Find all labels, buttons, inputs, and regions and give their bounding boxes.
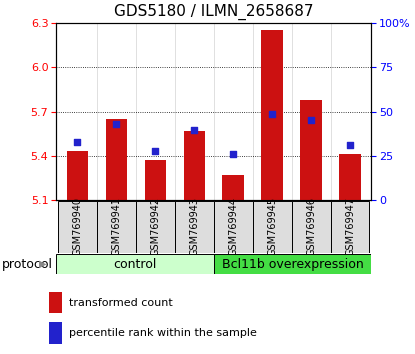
Bar — [56, 254, 214, 274]
Point — [230, 151, 237, 156]
Text: protocol: protocol — [2, 258, 53, 270]
Point — [269, 111, 276, 116]
Bar — [58, 201, 97, 253]
Bar — [49, 292, 61, 314]
Text: transformed count: transformed count — [69, 298, 173, 308]
Bar — [261, 30, 283, 200]
Point — [347, 143, 353, 148]
Point — [113, 121, 120, 127]
Text: GSM769942: GSM769942 — [150, 197, 160, 257]
Text: GSM769943: GSM769943 — [189, 198, 199, 256]
Bar — [292, 201, 330, 253]
Point — [308, 117, 315, 122]
Text: GSM769945: GSM769945 — [267, 197, 277, 257]
Text: GSM769947: GSM769947 — [345, 197, 355, 257]
Bar — [97, 201, 136, 253]
Text: control: control — [113, 258, 156, 270]
Text: Bcl11b overexpression: Bcl11b overexpression — [222, 258, 364, 270]
Bar — [67, 151, 88, 200]
Bar — [214, 254, 371, 274]
Bar — [49, 322, 61, 344]
Bar — [253, 201, 292, 253]
Bar — [106, 119, 127, 200]
Text: GSM769946: GSM769946 — [306, 198, 316, 256]
Text: ▶: ▶ — [39, 259, 46, 269]
Point — [74, 139, 81, 145]
Text: GSM769944: GSM769944 — [228, 198, 238, 256]
Bar — [222, 175, 244, 200]
Point — [152, 148, 159, 154]
Text: GSM769940: GSM769940 — [73, 198, 83, 256]
Text: percentile rank within the sample: percentile rank within the sample — [69, 328, 257, 338]
Bar — [183, 131, 205, 200]
Bar — [300, 100, 322, 200]
Bar — [144, 160, 166, 200]
Bar — [175, 201, 214, 253]
Point — [191, 127, 198, 133]
Text: GSM769941: GSM769941 — [111, 198, 121, 256]
Title: GDS5180 / ILMN_2658687: GDS5180 / ILMN_2658687 — [114, 4, 313, 20]
Bar — [136, 201, 175, 253]
Bar — [214, 201, 253, 253]
Bar — [339, 154, 361, 200]
Bar — [330, 201, 369, 253]
